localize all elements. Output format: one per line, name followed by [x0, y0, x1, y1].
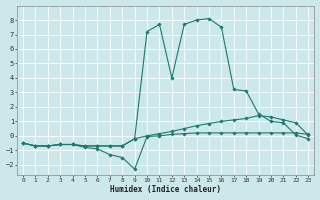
X-axis label: Humidex (Indice chaleur): Humidex (Indice chaleur) — [110, 185, 221, 194]
